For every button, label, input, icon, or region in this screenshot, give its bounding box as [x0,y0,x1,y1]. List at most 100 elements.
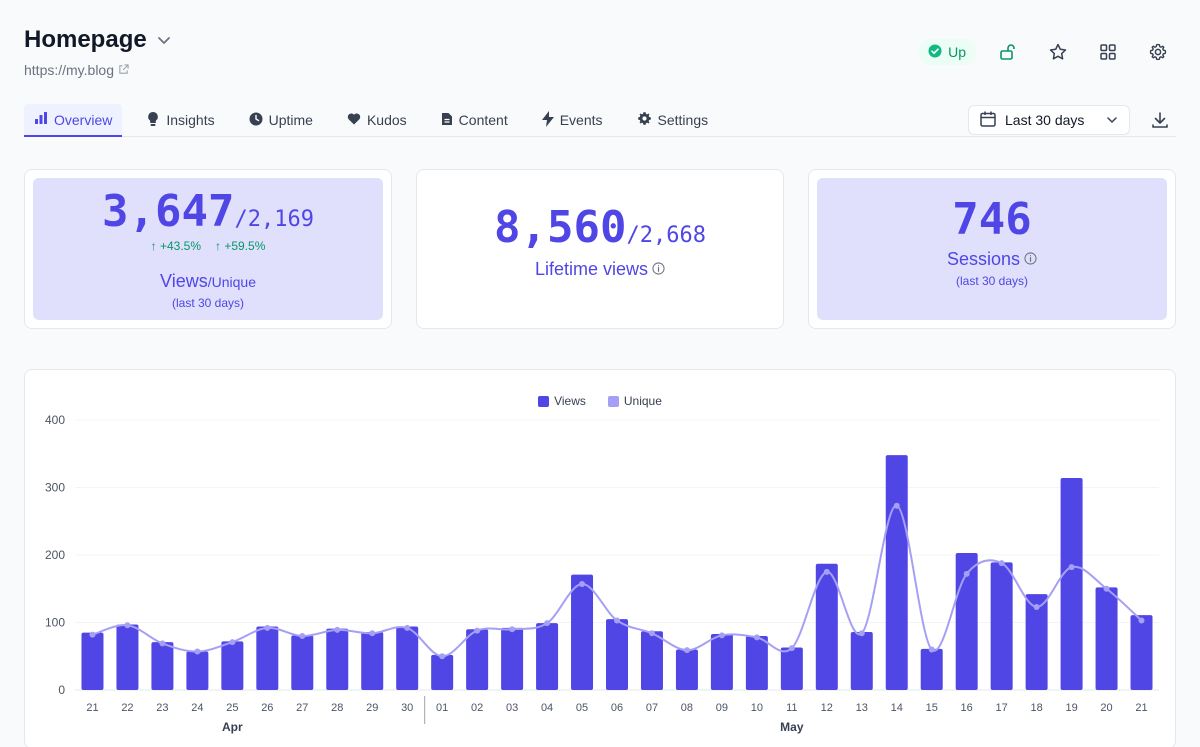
tab-uptime[interactable]: Uptime [239,104,323,136]
lifetime-value: 8,560/2,668 [494,202,706,253]
unique-point [194,648,201,655]
delta-row: ↑ +43.5% ↑ +59.5% [151,239,266,253]
x-tick-label: 25 [226,702,238,714]
tab-settings[interactable]: Settings [627,104,719,136]
bar [291,635,314,690]
bar-chart-icon [34,111,48,128]
unique-point [229,639,236,646]
x-tick-label: 20 [1100,702,1112,714]
unique-point [753,634,760,641]
bar [675,649,698,690]
nav-tabs: Overview Insights Uptime Kudos Content E… [24,104,1176,137]
external-link-icon[interactable] [118,62,129,78]
unique-delta: ↑ +59.5% [215,239,266,253]
x-tick-label: 14 [891,702,903,714]
y-tick-label: 200 [45,548,65,562]
bar [1095,587,1118,690]
x-tick-label: 17 [996,702,1008,714]
lifetime-label: Lifetime views [535,259,665,280]
unique-point [928,646,935,653]
legend-item-unique[interactable]: Unique [607,394,662,408]
x-tick-label: 22 [121,702,133,714]
tab-events[interactable]: Events [532,104,613,136]
unique-point [893,502,900,509]
unique-point [369,630,376,637]
info-icon[interactable] [1024,249,1037,270]
bar [151,642,174,690]
chart-plot: 0 100 200 300 400 21 22 23 24 25 26 27 28 29 30 01 02 03 0… [45,413,1159,734]
legend-label: Unique [623,394,662,408]
lifetime-label-text: Lifetime views [534,259,649,279]
y-tick-label: 100 [45,616,65,630]
tab-kudos[interactable]: Kudos [337,104,417,136]
unique-label-text: /Unique [207,274,256,290]
bar [1060,478,1083,690]
lifetime-card[interactable]: 8,560/2,668 Lifetime views [416,169,784,329]
unique-point [439,653,446,660]
unique-point [334,626,341,633]
unique-point [299,633,306,639]
views-label-text: Views [160,271,208,291]
bar [1025,594,1048,690]
bar [221,641,244,690]
bar [990,562,1013,690]
unlock-icon[interactable] [990,38,1026,66]
x-tick-label: 27 [296,702,308,714]
x-tick-label: 06 [611,702,623,714]
unique-point [718,632,725,639]
legend-label: Views [554,394,586,408]
x-tick-label: 12 [821,702,833,714]
site-url[interactable]: https://my.blog [24,62,115,78]
download-icon[interactable] [1150,110,1170,135]
unique-point [124,622,131,629]
x-tick-label: 24 [191,702,203,714]
status-badge[interactable]: Up [918,39,976,65]
sessions-count: 746 [952,194,1032,245]
star-icon[interactable] [1040,38,1076,66]
lifetime-count: 8,560 [494,202,627,253]
views-card[interactable]: 3,647/2,169 ↑ +43.5% ↑ +59.5% Views/Uniq… [24,169,392,329]
grid-icon[interactable] [1090,38,1126,66]
bar [186,651,209,690]
bar [920,648,943,690]
bar [256,626,279,690]
unique-point [1033,603,1040,610]
x-tick-label: 09 [716,702,728,714]
sessions-card[interactable]: 746 Sessions (last 30 days) [808,169,1176,329]
tab-overview[interactable]: Overview [24,104,123,137]
x-tick-label: 05 [576,702,588,714]
page-header: Homepage https://my.blog [24,26,173,78]
gear-icon [637,111,652,129]
x-tick-label: 13 [856,702,868,714]
views-note: (last 30 days) [171,296,245,310]
unique-point [264,624,271,631]
tab-label: Kudos [366,112,407,128]
info-icon[interactable] [652,259,665,280]
gear-icon[interactable] [1140,38,1176,66]
views-count: 3,647 [102,186,235,237]
x-tick-label: 11 [786,702,797,714]
x-tick-label: 21 [86,702,98,714]
check-circle-icon [928,44,942,61]
calendar-icon [979,110,997,131]
bar [640,631,663,690]
y-tick-label: 0 [58,683,65,697]
bar [431,654,454,690]
bar [361,631,384,690]
date-range-select[interactable]: Last 30 days [968,105,1130,135]
tab-label: Uptime [268,112,313,128]
unique-point [474,627,481,634]
x-tick-label: 19 [1065,702,1077,714]
tab-content[interactable]: Content [431,104,518,136]
unique-point [544,620,551,627]
bar [326,628,349,690]
x-tick-label: 29 [366,702,378,714]
x-tick-label: 16 [961,702,973,714]
views-value: 3,647/2,169 [102,186,314,237]
chart-legend: Views Unique [25,394,1175,408]
tab-insights[interactable]: Insights [136,104,224,136]
legend-item-views[interactable]: Views [538,394,586,408]
legend-swatch-views [538,395,550,407]
tab-label: Insights [166,112,215,128]
chevron-down-icon[interactable] [155,31,173,49]
